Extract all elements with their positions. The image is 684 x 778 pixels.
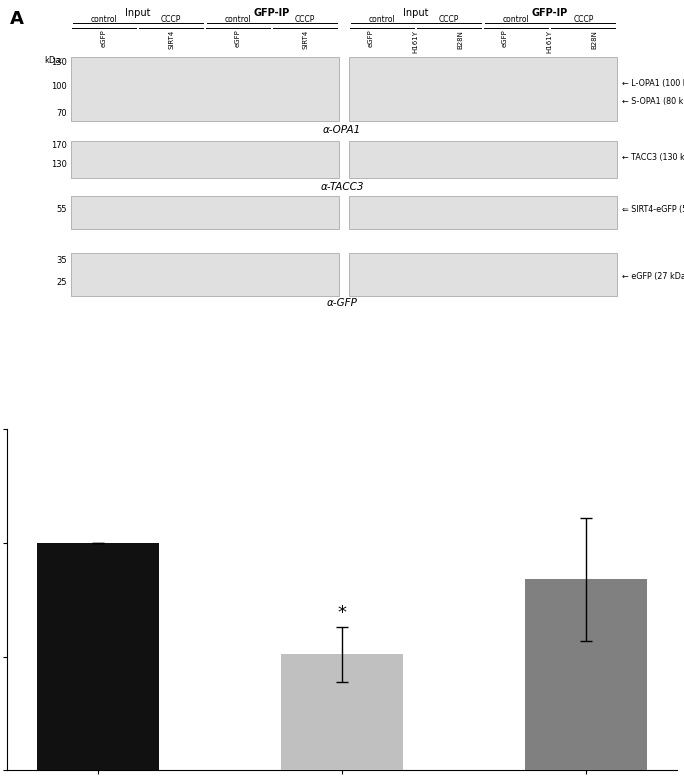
Text: control: control xyxy=(91,16,118,24)
Text: SIRT4: SIRT4 xyxy=(302,30,308,49)
Text: eGFP: eGFP xyxy=(368,30,374,47)
Text: control: control xyxy=(225,16,252,24)
Text: Input: Input xyxy=(124,9,150,19)
Text: ← TACC3 (130 kDa): ← TACC3 (130 kDa) xyxy=(622,153,684,162)
Text: GFP-IP: GFP-IP xyxy=(531,9,568,19)
Text: eGFP: eGFP xyxy=(101,30,107,47)
Text: ← eGFP (27 kDa): ← eGFP (27 kDa) xyxy=(622,272,684,281)
Bar xyxy=(70,57,339,121)
Text: H161Y: H161Y xyxy=(547,30,553,53)
Bar xyxy=(70,253,339,296)
Text: control: control xyxy=(369,16,395,24)
Text: control: control xyxy=(503,16,529,24)
Text: SIRT4: SIRT4 xyxy=(168,30,174,49)
Bar xyxy=(349,57,617,121)
Bar xyxy=(281,654,403,770)
Text: 130: 130 xyxy=(51,58,67,67)
Bar xyxy=(349,253,617,296)
Text: 170: 170 xyxy=(51,141,67,149)
Text: 130: 130 xyxy=(51,160,67,169)
Text: 100: 100 xyxy=(51,82,67,91)
Text: Β28N: Β28N xyxy=(592,30,598,48)
Text: Input: Input xyxy=(403,9,428,19)
Text: Β28N: Β28N xyxy=(458,30,464,48)
Bar xyxy=(70,141,339,178)
Bar xyxy=(70,196,339,230)
Text: α-OPA1: α-OPA1 xyxy=(323,125,361,135)
Text: CCCP: CCCP xyxy=(161,16,181,24)
Text: 25: 25 xyxy=(57,278,67,287)
Text: 35: 35 xyxy=(57,256,67,265)
Text: CCCP: CCCP xyxy=(439,16,460,24)
Text: A: A xyxy=(10,10,24,28)
Text: CCCP: CCCP xyxy=(573,16,594,24)
Bar xyxy=(349,196,617,230)
Bar xyxy=(349,141,617,178)
Text: α-GFP: α-GFP xyxy=(326,298,358,308)
Text: eGFP: eGFP xyxy=(502,30,508,47)
Text: H161Y: H161Y xyxy=(412,30,419,53)
Text: kDa:: kDa: xyxy=(44,56,64,65)
Text: eGFP: eGFP xyxy=(235,30,241,47)
Text: ← S-OPA1 (80 kDa): ← S-OPA1 (80 kDa) xyxy=(622,97,684,107)
Text: 70: 70 xyxy=(57,109,67,118)
Text: 55: 55 xyxy=(57,205,67,214)
Bar xyxy=(525,580,646,770)
Text: CCCP: CCCP xyxy=(295,16,315,24)
Bar xyxy=(38,543,159,770)
Text: α-TACC3: α-TACC3 xyxy=(320,182,364,192)
Text: ← L-OPA1 (100 kDa): ← L-OPA1 (100 kDa) xyxy=(622,79,684,88)
Text: *: * xyxy=(337,605,347,622)
Text: ⇐ SIRT4-eGFP (55 kDa): ⇐ SIRT4-eGFP (55 kDa) xyxy=(622,205,684,214)
Text: GFP-IP: GFP-IP xyxy=(254,9,290,19)
